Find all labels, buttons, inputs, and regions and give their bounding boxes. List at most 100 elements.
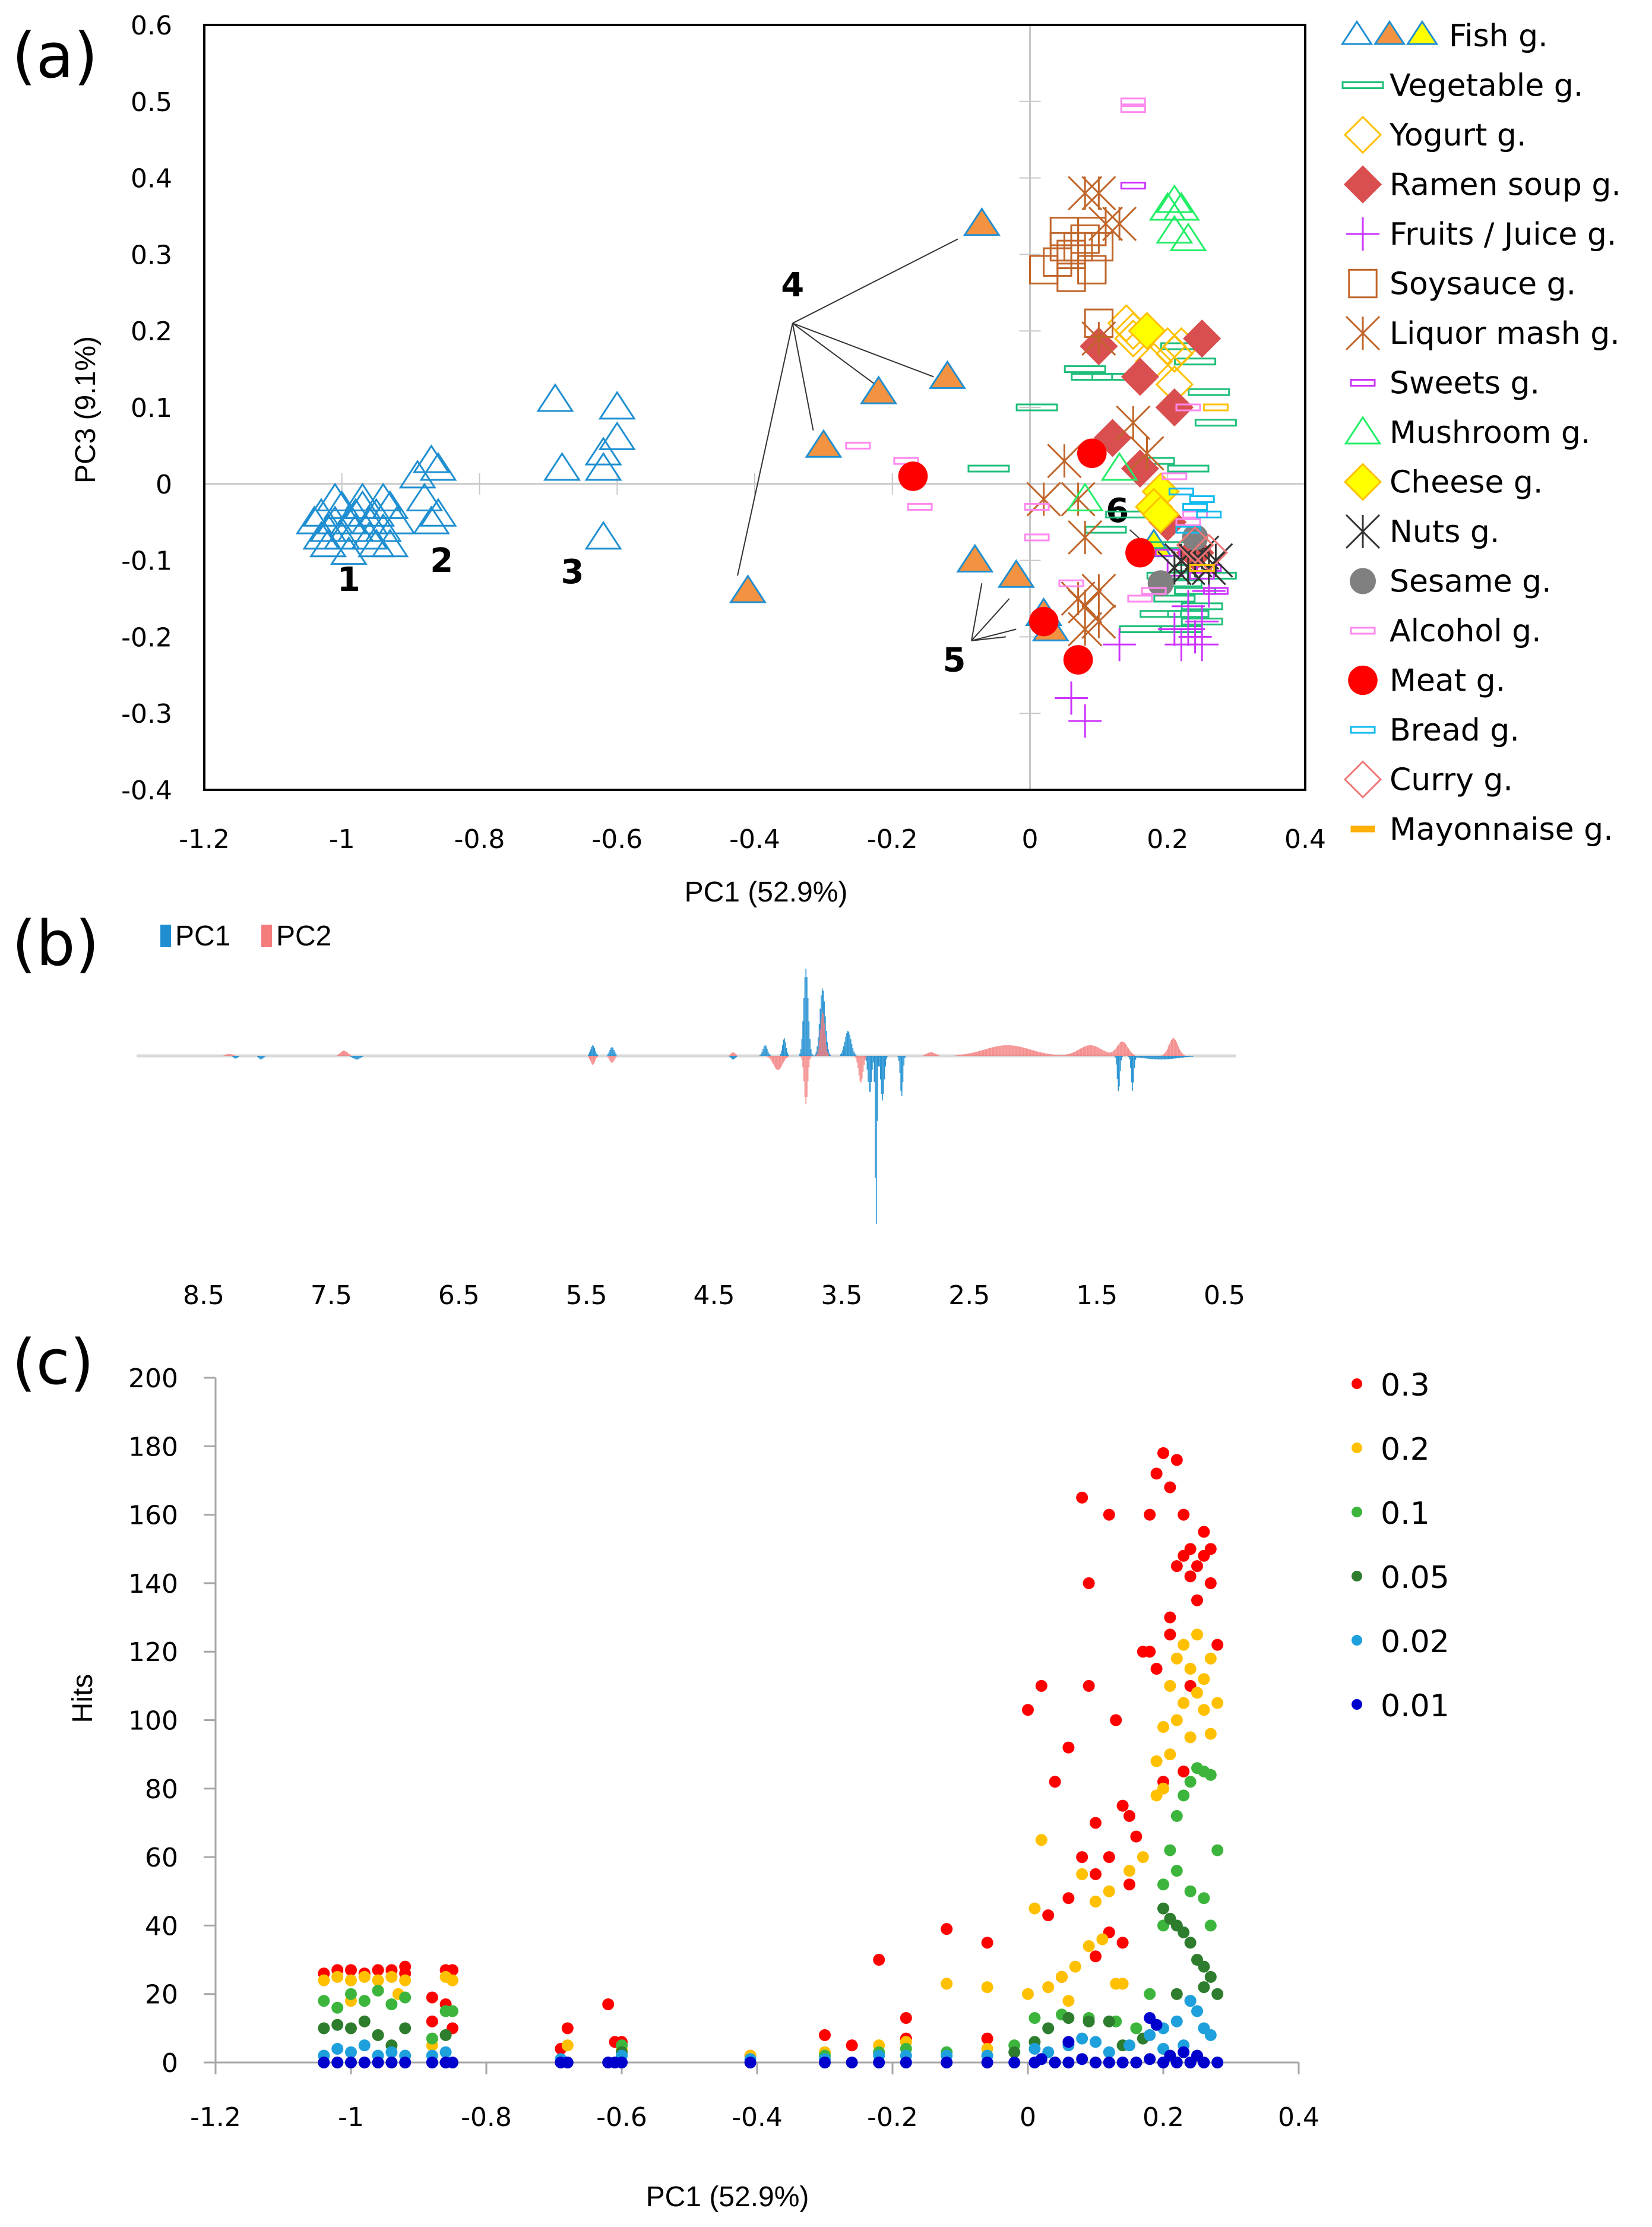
- data-point: [1128, 312, 1166, 350]
- legend-item: 0.2: [1352, 1432, 1430, 1467]
- series-0_05: [318, 1902, 1224, 2058]
- series-meat-g-: [898, 438, 1155, 675]
- y-tick-label: 100: [128, 1706, 178, 1736]
- x-tick-label: 0.2: [1147, 824, 1188, 855]
- legend-marker: [1343, 760, 1382, 799]
- legend-item: 0.3: [1352, 1368, 1430, 1403]
- y-tick-label: 0.1: [131, 393, 172, 423]
- data-point: [1042, 1981, 1055, 1994]
- dash-shape: [1350, 379, 1376, 387]
- x-tick-label: 0.4: [1284, 824, 1326, 855]
- data-point: [345, 2046, 357, 2058]
- data-point: [412, 444, 450, 473]
- diamond-shape: [1343, 463, 1382, 501]
- annotation-pointer: [792, 322, 934, 378]
- dash-shape: [1189, 564, 1215, 572]
- data-point: [1042, 2022, 1055, 2035]
- data-point: [1081, 321, 1116, 356]
- legend-label: Curry g.: [1390, 763, 1513, 798]
- series-mayonnaise-g-: [1189, 403, 1229, 572]
- data-point: [598, 391, 636, 420]
- data-point: [372, 1974, 384, 1986]
- x-tick-label: 0: [1022, 824, 1039, 855]
- data-point: [1178, 1638, 1190, 1651]
- legend-marker: [1340, 20, 1373, 45]
- legend-marker: [1352, 1571, 1362, 1581]
- data-point: [1119, 625, 1162, 634]
- triangle-shape: [1100, 452, 1138, 481]
- data-point: [1081, 176, 1116, 211]
- data-point: [1022, 1704, 1034, 1716]
- series-sweets-g-: [1120, 181, 1229, 595]
- legend-swatch-pc2: [261, 925, 272, 947]
- data-point: [1028, 606, 1059, 637]
- data-point: [1081, 574, 1116, 609]
- data-point: [1124, 2039, 1135, 2052]
- triangle-shape: [330, 536, 368, 565]
- legend-item: Alcohol g.: [1350, 613, 1542, 649]
- legend-label-pc2: PC2: [276, 920, 331, 952]
- data-point: [1189, 571, 1215, 580]
- legend-item: Liquor mash g.: [1345, 315, 1620, 352]
- data-point: [419, 452, 457, 481]
- triangle-shape: [343, 482, 382, 511]
- triangle-shape: [1340, 20, 1373, 45]
- data-point: [1204, 1769, 1217, 1781]
- data-point: [358, 1995, 371, 2007]
- triangle-shape: [928, 360, 967, 389]
- data-point: [1130, 1830, 1143, 1843]
- data-point: [1110, 1714, 1122, 1726]
- legend-item: Meat g.: [1348, 663, 1505, 699]
- data-point: [860, 375, 898, 404]
- data-point: [1116, 1799, 1129, 1812]
- triangle-shape: [302, 521, 340, 550]
- data-point: [331, 2001, 344, 2014]
- legend-label: Fruits / Juice g.: [1390, 217, 1616, 252]
- spectrum-bars: [223, 969, 1194, 1224]
- data-point: [1157, 1447, 1169, 1459]
- data-point: [1062, 2012, 1075, 2024]
- data-point: [345, 2057, 357, 2068]
- triangle-shape: [398, 459, 436, 489]
- data-point: [1211, 1844, 1224, 1856]
- legend-label: Cheese g.: [1390, 465, 1543, 501]
- square-shape: [1084, 232, 1114, 262]
- triangle-shape: [805, 429, 843, 458]
- dash-shape: [1120, 105, 1146, 113]
- data-point: [1204, 2029, 1217, 2041]
- legend-item: Sesame g.: [1350, 564, 1552, 600]
- data-point: [1141, 495, 1180, 534]
- data-point: [1170, 1652, 1183, 1665]
- y-tick-label: 0.2: [131, 317, 172, 347]
- data-point: [1155, 388, 1194, 427]
- data-point: [1096, 1933, 1109, 1946]
- data-point: [1026, 482, 1061, 517]
- triangle-shape: [419, 452, 457, 481]
- legend-marker: [1345, 514, 1381, 549]
- data-point: [1116, 2057, 1129, 2068]
- data-point: [345, 1988, 357, 2000]
- data-point: [398, 459, 436, 489]
- legend-label: Sesame g.: [1390, 564, 1552, 600]
- legend-marker: [1406, 20, 1439, 45]
- data-point: [1062, 1741, 1075, 1754]
- triangle-shape: [1169, 222, 1207, 252]
- data-point: [1110, 1978, 1122, 1990]
- data-point: [900, 2012, 912, 2024]
- triangle-shape: [1344, 416, 1382, 445]
- data-point: [1191, 2049, 1203, 2062]
- y-tick-labels: 0.6 0.5 0.4 0.3 0.2 0.1 0 -0.1 -0.2 -0.3 -0.4: [121, 11, 172, 806]
- dash-shape: [1350, 726, 1376, 734]
- data-point: [1164, 2049, 1176, 2062]
- legend-label-pc1: PC1: [175, 920, 230, 952]
- diamond-shape: [1343, 760, 1382, 799]
- data-point: [1191, 1687, 1203, 1699]
- legend-item: Curry g.: [1343, 760, 1513, 799]
- diamond-shape: [1155, 388, 1194, 427]
- data-point: [805, 429, 843, 458]
- legend-marker: [1352, 1507, 1362, 1517]
- data-point: [1204, 1728, 1217, 1740]
- data-point: [1049, 2057, 1061, 2068]
- legend-item: Fish g.: [1340, 18, 1548, 54]
